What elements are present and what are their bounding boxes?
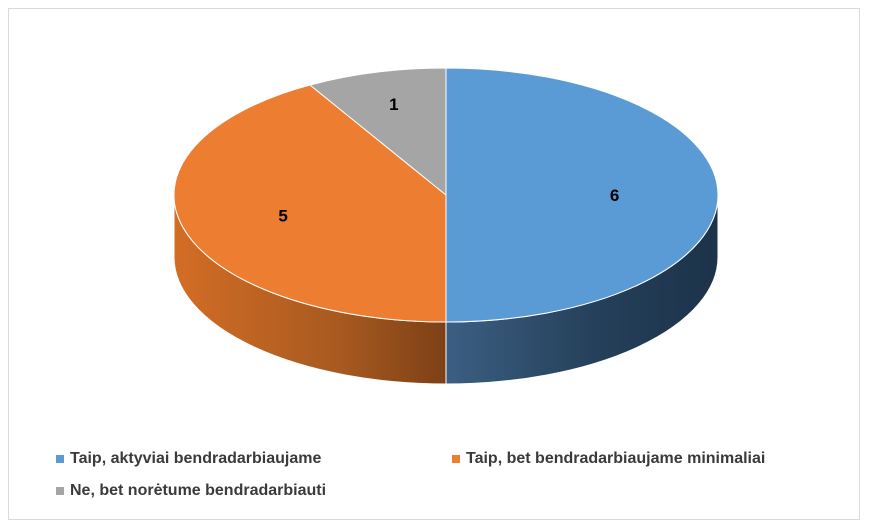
legend-item-0: Taip, aktyviai bendradarbiaujame (56, 450, 321, 468)
pie-slice-1 (173, 84, 447, 323)
legend-swatch-2 (56, 487, 64, 495)
legend-label-0: Taip, aktyviai bendradarbiaujame (70, 450, 322, 467)
legend-item-2: Ne, bet norėtume bendradarbiauti (56, 482, 326, 500)
pie-slice-0 (445, 67, 719, 323)
legend-swatch-1 (452, 455, 460, 463)
pie-tops (173, 67, 719, 323)
pie-slice-2 (308, 67, 447, 197)
pie-value-label-1: 5 (278, 206, 287, 225)
pie-value-label-0: 6 (610, 186, 619, 205)
pie-labels: 6 5 1 (278, 95, 619, 225)
pie-value-label-2: 1 (389, 95, 398, 114)
legend-label-1: Taip, bet bendradarbiaujame minimaliai (466, 450, 766, 467)
legend-swatch-0 (56, 455, 64, 463)
legend-item-1: Taip, bet bendradarbiaujame minimaliai (452, 450, 765, 468)
legend-label-2: Ne, bet norėtume bendradarbiauti (70, 482, 327, 499)
